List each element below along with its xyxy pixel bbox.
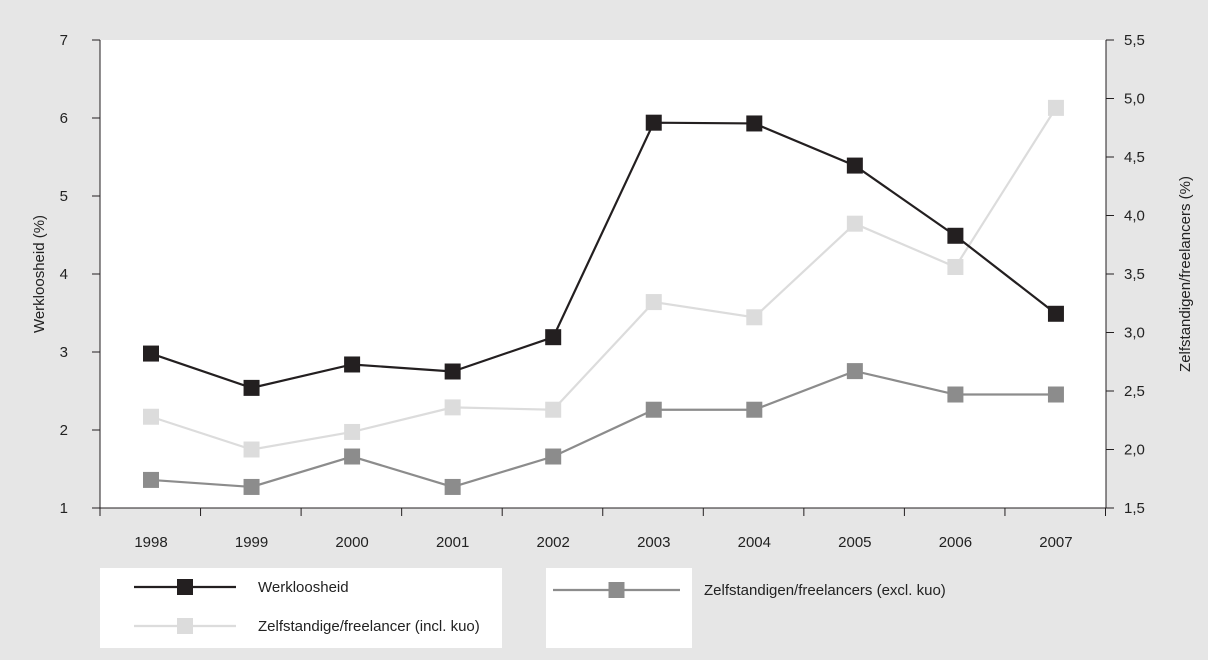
data-point [545,401,562,418]
data-point [746,401,763,418]
data-point [746,115,763,132]
y-tick-label-right: 1,5 [1124,500,1145,517]
data-point [746,309,763,326]
y-axis-title-left: Werkloosheid (%) [31,215,48,333]
data-point [846,157,863,174]
legend-box-left [100,568,502,648]
legend-label: Zelfstandige/freelancer (incl. kuo) [258,618,480,635]
data-point [846,215,863,232]
data-point [344,423,361,440]
y-axis-title-right: Zelfstandigen/freelancers (%) [1177,176,1194,372]
x-tick-label: 2001 [436,534,469,551]
y-tick-label-right: 5,5 [1124,32,1145,49]
data-point [645,294,662,311]
data-point [243,478,260,495]
data-point [444,478,461,495]
data-point [1047,305,1064,322]
legend-box-right [546,568,692,648]
legend-marker [608,582,625,598]
x-tick-label: 2005 [838,534,871,551]
plot-area [100,40,1106,508]
series-line [150,121,1057,390]
y-tick-label-left: 3 [60,344,68,361]
x-tick-label: 2002 [537,534,570,551]
data-point [143,471,159,488]
data-point [444,399,461,416]
legend-label: Zelfstandigen/freelancers (excl. kuo) [704,582,946,599]
y-tick-label-left: 2 [60,422,68,439]
y-tick-label-right: 4,5 [1124,149,1145,166]
series-line [150,107,1057,451]
data-point [344,448,361,465]
data-point [143,408,159,425]
y-tick-label-left: 5 [60,188,68,205]
x-tick-label: 1999 [235,534,268,551]
legend-label: Werkloosheid [258,579,349,596]
legend-marker [177,618,193,634]
y-tick-label-left: 6 [60,110,68,127]
x-tick-label: 2007 [1039,534,1072,551]
data-point [243,441,260,458]
x-tick-label: 2003 [637,534,670,551]
y-tick-label-right: 4,0 [1124,208,1145,225]
y-tick-label-right: 5,0 [1124,91,1145,108]
data-point [444,363,461,380]
data-point [947,258,964,275]
data-point [243,379,260,396]
data-point [947,386,964,403]
data-point [545,448,562,465]
axes: 1 2 3 4 5 6 7 1,5 2,0 2,5 3,0 3,5 4,0 4,5 5,0 5,5 1998 19… [60,32,1145,551]
data-point [344,356,361,373]
y-tick-label-right: 3,0 [1124,325,1145,342]
x-tick-label: 1998 [134,534,167,551]
legend: Werkloosheid Zelfstandige/freelancer (inc… [134,579,946,635]
y-tick-label-right: 3,5 [1124,266,1145,283]
data-point [846,363,863,380]
data-point [947,227,964,244]
data-point [645,114,662,131]
y-tick-label-left: 7 [60,32,68,49]
x-tick-label: 2000 [335,534,368,551]
data-point [1047,99,1064,116]
y-tick-label-left: 4 [60,266,68,283]
data-point [545,329,562,346]
y-tick-label-left: 1 [60,500,68,517]
series-line [150,369,1056,489]
legend-marker [177,579,193,595]
x-tick-label: 2006 [939,534,972,551]
y-tick-label-right: 2,0 [1124,442,1145,459]
series-layer [143,99,1064,495]
x-tick-label: 2004 [738,534,771,551]
data-point [1047,386,1064,403]
data-point [143,345,159,362]
y-tick-label-right: 2,5 [1124,383,1145,400]
data-point [645,401,662,418]
